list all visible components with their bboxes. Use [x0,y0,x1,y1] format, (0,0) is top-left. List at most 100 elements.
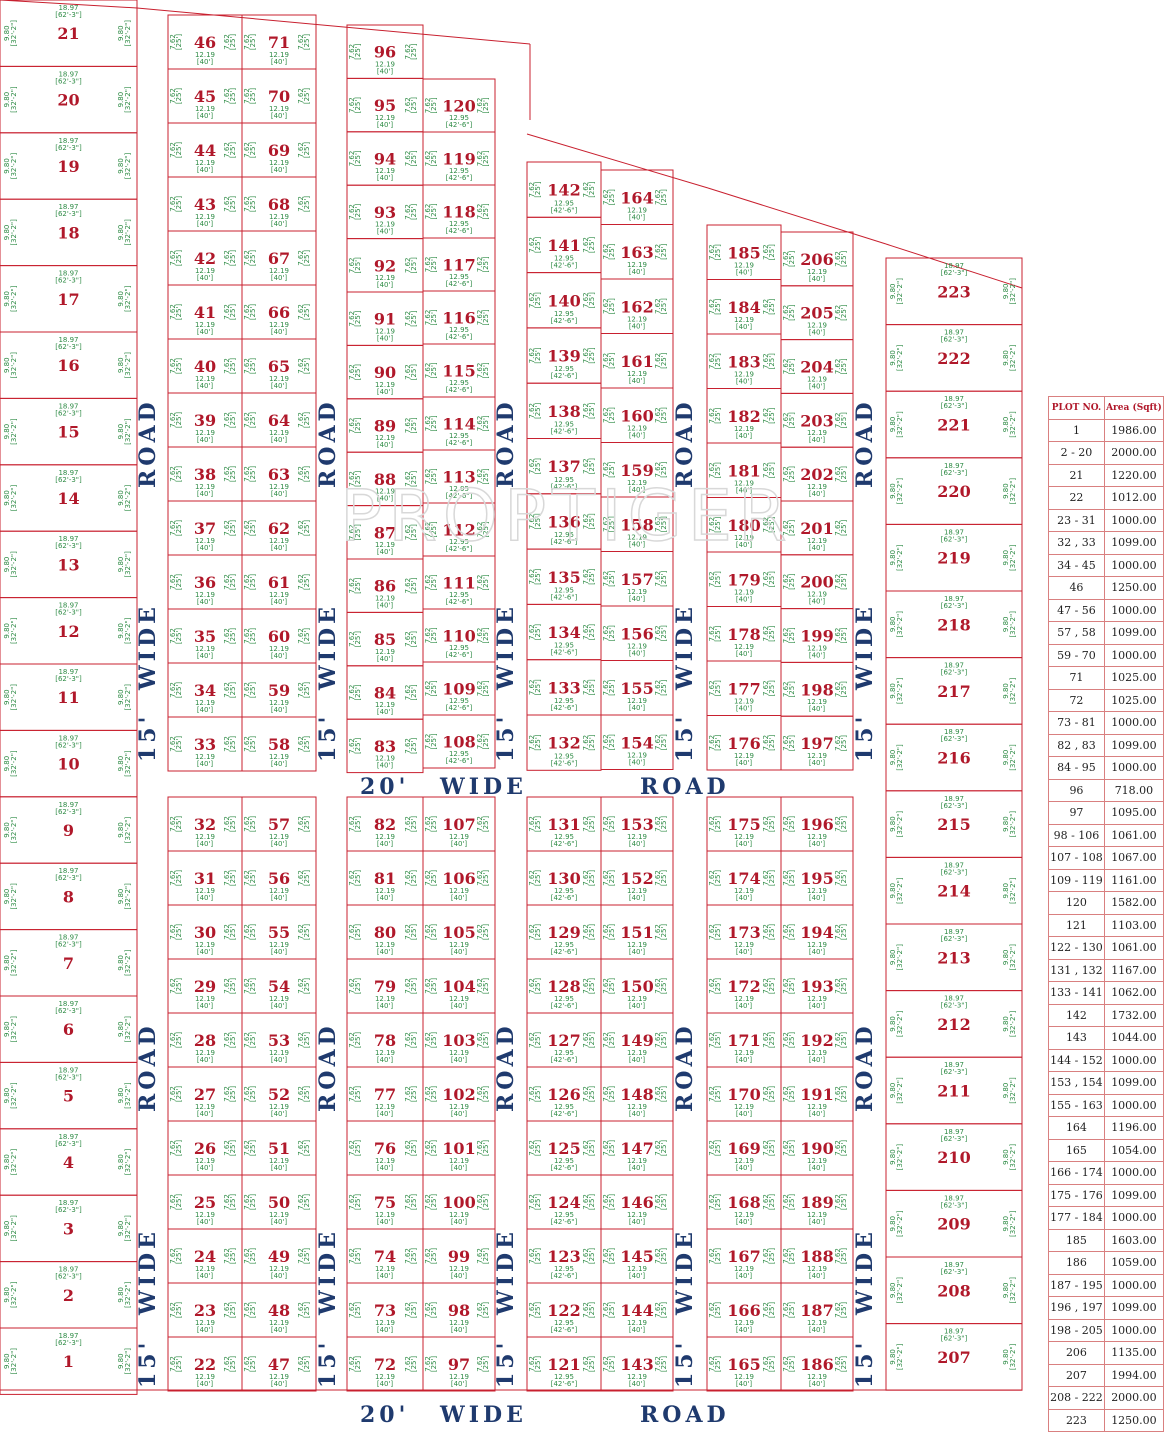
plot-range-cell: 133 - 141 [1048,981,1105,1005]
plot-depth: 7.62 [528,569,536,585]
plot-number: 147 [620,1139,653,1158]
plot-depth: 7.62 [169,412,177,428]
plot-depth-ft: [25'] [482,521,490,538]
plot-width-ft: [40'] [377,1326,394,1334]
plot-width: 12.95 [554,1157,574,1165]
plot-number: 160 [620,406,653,425]
plot-width-ft: [42'-6"] [446,174,473,182]
plot-depth-ft: [25'] [229,574,237,591]
plot-width: 9.80 [889,750,897,766]
plot-width: 12.19 [269,1211,289,1219]
plot-depth-ft: [25'] [354,1086,362,1103]
plot-width-ft: [40'] [629,704,646,712]
plot-depth-ft: [25'] [430,415,438,432]
plot-range-cell: 143 [1048,1026,1105,1050]
plot-number: 24 [194,1247,216,1266]
plot-depth-ft: [25'] [410,1356,418,1373]
plot-length-ft: [62'-3"] [55,941,82,949]
plot-width: 12.19 [734,833,754,841]
plot-depth: 7.62 [528,182,536,198]
plot-depth: 7.62 [582,237,590,253]
table-row: 142 1732.00 [1048,1003,1164,1027]
plot-width-ft: [40'] [451,1326,468,1334]
plot-depth-ft: [25'] [768,734,776,751]
plot-width-ft: [42'-6"] [446,651,473,659]
plot-depth: 7.62 [708,571,716,587]
plot-length-ft: [62'-3"] [941,868,968,876]
plot-width: 12.95 [554,1319,574,1327]
plot-depth-ft: [25'] [788,1302,796,1319]
plot-width-ft: [40'] [197,1272,214,1280]
plot-depth: 7.62 [169,196,177,212]
plot-width-ft: [42'-6"] [551,1272,578,1280]
plot-width: 12.95 [554,995,574,1003]
plot-length-ft: [62'-3"] [55,1007,82,1015]
plot-width-ft: [40'] [736,1326,753,1334]
plot-depth: 7.62 [476,522,484,538]
plot-depth-ft: [25'] [354,310,362,327]
plot-depth-ft: [25'] [714,1194,722,1211]
plot-number: 213 [937,948,970,967]
plot-depth: 7.62 [476,469,484,485]
plot-depth: 7.62 [424,1194,432,1210]
plot-number: 39 [194,411,216,430]
area-cell: 1167.00 [1103,958,1164,982]
plot-depth: 7.62 [582,1194,590,1210]
plot-depth: 7.62 [782,305,790,321]
plot-depth: 7.62 [297,34,305,50]
plot-width: 12.19 [375,60,395,68]
plot-number: 199 [800,627,833,646]
plot-depth-ft: [25'] [303,978,311,995]
plot-depth: 7.62 [223,358,231,374]
plot-depth-ft: [25'] [482,1356,490,1373]
plot-depth-ft: [25'] [430,680,438,697]
plot-width: 12.95 [449,697,469,705]
plot-depth: 7.62 [297,88,305,104]
plot-depth: 7.62 [348,1140,356,1156]
plot-width-ft: [42'-6"] [551,1380,578,1388]
plot-depth: 7.62 [424,204,432,220]
plot-width: 12.95 [554,255,574,263]
plot-width-ft: [42'-6"] [551,538,578,546]
plot-length: 18.97 [944,395,964,403]
plot-depth-ft: [25'] [608,189,616,206]
plot-width: 9.80 [3,1221,11,1237]
table-row: 57 , 58 1099.00 [1048,621,1164,645]
plot-width: 9.80 [3,689,11,705]
plot-depth: 7.62 [834,924,842,940]
plot-depth: 7.62 [528,1248,536,1264]
plot-depth: 7.62 [348,1356,356,1372]
plot-depth-ft: [25'] [534,1032,542,1049]
plot-depth: 7.62 [708,1248,716,1264]
area-cell: 1732.00 [1103,1003,1164,1027]
plot-range-cell: 32 , 33 [1048,531,1105,555]
plot-width: 12.19 [375,381,395,389]
plot-width: 12.95 [449,220,469,228]
plot-length-ft: [62'-3"] [55,808,82,816]
area-cell: 1000.00 [1103,1161,1164,1185]
plot-width-ft: [32'-2"] [124,1148,132,1175]
plot-depth: 7.62 [782,1140,790,1156]
plot-depth: 7.62 [654,189,662,205]
plot-depth-ft: [25'] [354,203,362,220]
plot-depth-ft: [25'] [588,1140,596,1157]
plot-width-ft: [40'] [629,894,646,902]
plot-number: 20 [57,91,79,110]
plot-width: 12.19 [375,434,395,442]
plot-depth: 7.62 [223,1302,231,1318]
plot-depth: 7.62 [602,1032,610,1048]
plot-depth-ft: [25'] [534,181,542,198]
plot-depth-ft: [25'] [430,1248,438,1265]
plot-depth-ft: [25'] [788,1356,796,1373]
plot-width: 12.19 [375,1157,395,1165]
plot-width: 12.19 [734,534,754,542]
plot-width-ft: [32'-2"] [896,411,904,438]
